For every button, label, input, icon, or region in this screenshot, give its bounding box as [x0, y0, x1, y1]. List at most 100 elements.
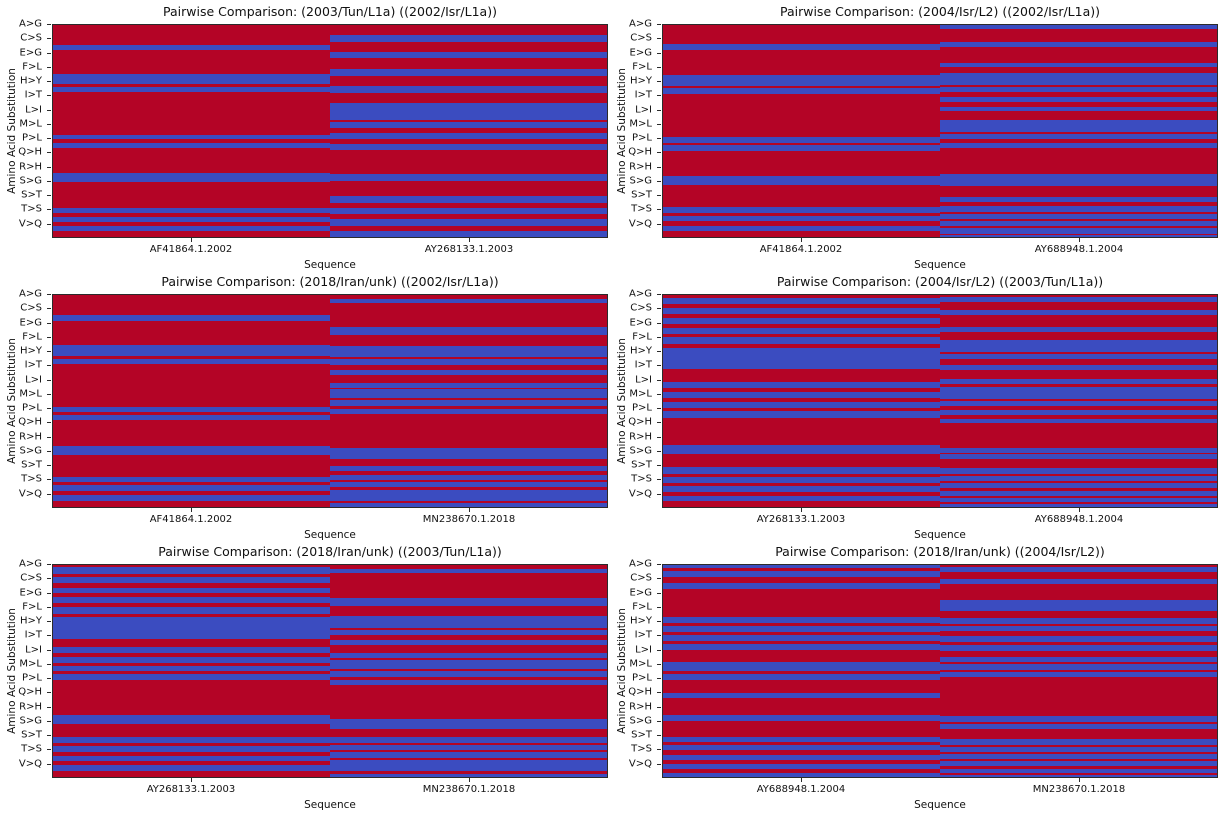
- y-tick-label: L>I: [635, 374, 652, 386]
- substitution-stripe: [330, 737, 607, 743]
- substitution-stripe: [330, 490, 607, 502]
- y-tick-mark: [657, 578, 661, 580]
- substitution-stripe: [330, 719, 607, 730]
- y-tick-mark: [47, 564, 51, 565]
- substitution-stripe: [663, 754, 940, 761]
- y-tick-label: S>T: [631, 459, 652, 471]
- y-tick-label: T>S: [21, 203, 42, 215]
- y-tick-label: T>S: [631, 473, 652, 485]
- y-tick-mark: [657, 351, 661, 353]
- substitution-stripe: [940, 73, 1217, 85]
- x-tick-mark: [1079, 508, 1080, 512]
- x-tick-mark: [469, 238, 470, 242]
- y-tick-label: P>L: [22, 402, 42, 414]
- y-tick-mark: [47, 592, 51, 594]
- y-tick-mark: [47, 763, 51, 765]
- substitution-stripe: [53, 485, 330, 491]
- substitution-stripe: [53, 665, 330, 672]
- y-tick-mark: [657, 450, 661, 452]
- substitution-stripe: [663, 467, 940, 475]
- y-tick-label: L>I: [25, 374, 42, 386]
- substitution-stripe: [940, 664, 1217, 671]
- substitution-stripe: [663, 445, 940, 455]
- substitution-stripe: [940, 87, 1217, 92]
- y-tick-mark: [657, 294, 661, 295]
- heatmap-column-right: [940, 25, 1217, 237]
- substitution-stripe: [330, 132, 607, 140]
- substitution-stripe: [663, 347, 940, 369]
- y-tick-mark: [47, 649, 51, 651]
- substitution-stripe: [330, 630, 607, 636]
- x-tick-mark: [469, 508, 470, 512]
- substitution-stripe: [663, 411, 940, 418]
- substitution-stripe: [940, 297, 1217, 302]
- y-tick-mark: [657, 223, 661, 225]
- substitution-stripe: [663, 495, 940, 502]
- y-tick-label: E>G: [19, 317, 42, 329]
- plot-title: Pairwise Comparison: (2004/Isr/L2) ((200…: [779, 4, 1101, 19]
- y-tick-mark: [47, 450, 51, 452]
- substitution-stripe: [663, 225, 940, 232]
- y-tick-label: F>L: [632, 601, 652, 613]
- substitution-stripe: [330, 359, 607, 365]
- substitution-stripe: [53, 414, 330, 421]
- substitution-stripe: [940, 454, 1217, 460]
- y-tick-mark: [657, 393, 661, 395]
- y-tick-mark: [47, 66, 51, 68]
- y-tick-mark: [47, 465, 51, 467]
- substitution-stripe: [663, 583, 940, 589]
- y-tick-mark: [47, 436, 51, 438]
- substitution-stripe: [330, 408, 607, 414]
- y-tick-mark: [47, 52, 51, 54]
- substitution-stripe: [53, 745, 330, 753]
- y-tick-mark: [657, 564, 661, 565]
- substitution-stripe: [940, 119, 1217, 132]
- y-tick-label: M>L: [19, 658, 42, 670]
- substitution-stripe: [940, 378, 1217, 385]
- heatmap-column-left: [663, 565, 940, 777]
- substitution-stripe: [330, 174, 607, 182]
- substitution-stripe: [663, 674, 940, 680]
- substitution-stripe: [330, 369, 607, 375]
- x-tick-label-sequence: AY268133.1.2003: [756, 514, 846, 525]
- y-tick-mark: [657, 379, 661, 381]
- substitution-stripe: [53, 755, 330, 762]
- substitution-stripe: [663, 382, 940, 389]
- y-tick-label: V>Q: [18, 758, 42, 770]
- x-axis-label: Sequence: [304, 799, 356, 811]
- x-tick-label-sequence: MN238670.1.2018: [422, 514, 516, 525]
- y-tick-mark: [47, 294, 51, 295]
- y-tick-label: S>T: [21, 729, 42, 741]
- substitution-stripe: [940, 715, 1217, 723]
- x-axis-label: Sequence: [914, 799, 966, 811]
- substitution-stripe: [940, 768, 1217, 774]
- substitution-stripe: [53, 86, 330, 92]
- x-tick-mark: [1079, 238, 1080, 242]
- substitution-stripe: [940, 774, 1217, 777]
- x-tick-mark: [801, 778, 802, 782]
- substitution-stripe: [940, 221, 1217, 227]
- y-tick-label: A>G: [19, 288, 42, 300]
- substitution-stripe: [53, 134, 330, 140]
- y-tick-mark: [47, 578, 51, 580]
- y-tick-label: P>L: [632, 132, 652, 144]
- x-axis-label: Sequence: [914, 259, 966, 271]
- y-tick-label: A>G: [629, 558, 652, 570]
- y-tick-mark: [47, 706, 51, 708]
- y-tick-label: I>T: [24, 359, 42, 371]
- substitution-stripe: [330, 760, 607, 772]
- y-tick-mark: [47, 379, 51, 381]
- substitution-stripe: [330, 466, 607, 472]
- substitution-stripe: [330, 448, 607, 459]
- y-tick-mark: [47, 678, 51, 680]
- substitution-stripe: [663, 772, 940, 777]
- substitution-stripe: [940, 410, 1217, 416]
- substitution-stripe: [663, 175, 940, 185]
- substitution-stripe: [940, 724, 1217, 730]
- y-tick-mark: [657, 308, 661, 310]
- substitution-stripe: [663, 391, 940, 399]
- substitution-stripe: [330, 121, 607, 129]
- y-tick-mark: [657, 152, 661, 154]
- y-tick-label: E>G: [629, 317, 652, 329]
- substitution-stripe: [940, 636, 1217, 642]
